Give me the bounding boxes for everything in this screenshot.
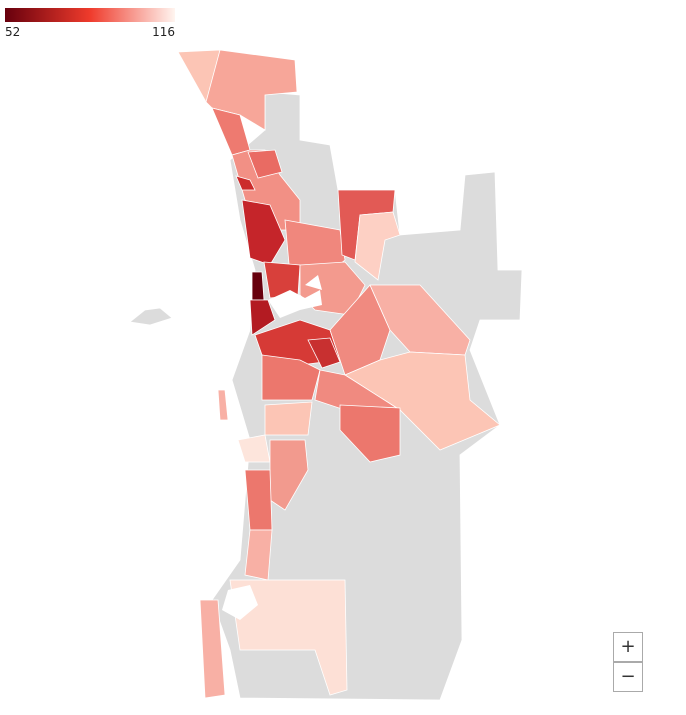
region xyxy=(261,354,321,401)
region xyxy=(241,199,286,266)
region xyxy=(344,351,501,451)
zoom-in-button[interactable]: + xyxy=(613,632,643,662)
region xyxy=(354,211,401,281)
region xyxy=(339,404,401,463)
region xyxy=(229,579,348,696)
river xyxy=(305,275,322,290)
zoom-out-button[interactable]: − xyxy=(613,662,643,692)
region xyxy=(235,175,256,191)
legend-gradient xyxy=(5,8,175,22)
region xyxy=(307,337,341,369)
region xyxy=(237,434,271,463)
river xyxy=(268,290,322,318)
region xyxy=(129,307,173,326)
region xyxy=(329,284,391,376)
region xyxy=(264,401,313,436)
water xyxy=(222,275,322,620)
region xyxy=(244,469,273,531)
estuary xyxy=(222,585,258,620)
regions xyxy=(129,49,523,701)
legend-min-label: 52 xyxy=(5,25,20,39)
region xyxy=(251,271,265,301)
region xyxy=(199,599,226,699)
region xyxy=(249,299,276,336)
region xyxy=(247,149,283,179)
region xyxy=(244,529,273,581)
region xyxy=(217,389,229,421)
legend-max-label: 116 xyxy=(152,25,175,39)
